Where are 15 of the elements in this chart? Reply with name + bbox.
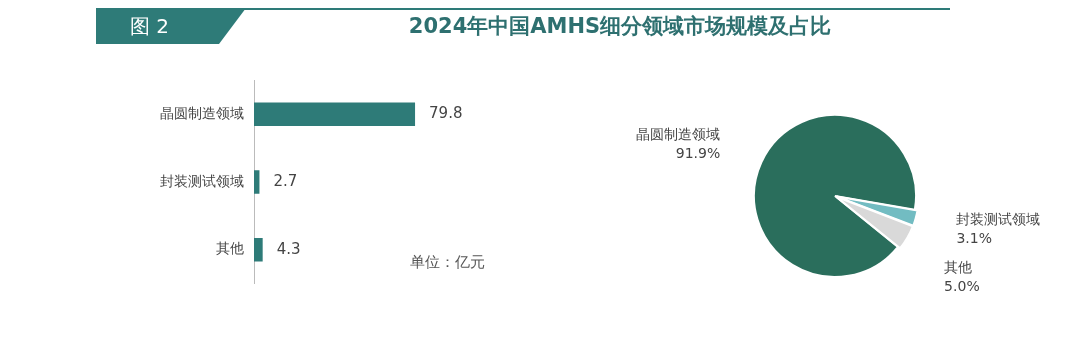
slice-label: 晶圆制造领域 <box>636 125 721 142</box>
y-tick-label: 晶圆制造领域 <box>160 104 244 121</box>
y-tick-label: 封装测试领域 <box>160 172 244 189</box>
slice-label: 封装测试领域 <box>956 211 1041 228</box>
caption: 图 2 <box>96 8 246 44</box>
data-label: 3.1% <box>956 230 993 247</box>
text: 2024年中国AMHS细分领域市场规模及占比 <box>407 13 833 40</box>
data-label: 5.0% <box>944 278 980 295</box>
slice-label: 其他 <box>944 259 973 276</box>
data-label: 2.7 <box>273 171 298 190</box>
annotation: 单位：亿元 <box>410 253 485 272</box>
data-label: 79.8 <box>429 104 463 123</box>
y-tick-label: 其他 <box>216 240 244 257</box>
data-label: 4.3 <box>276 239 301 258</box>
data-label: 91.9% <box>675 144 721 161</box>
